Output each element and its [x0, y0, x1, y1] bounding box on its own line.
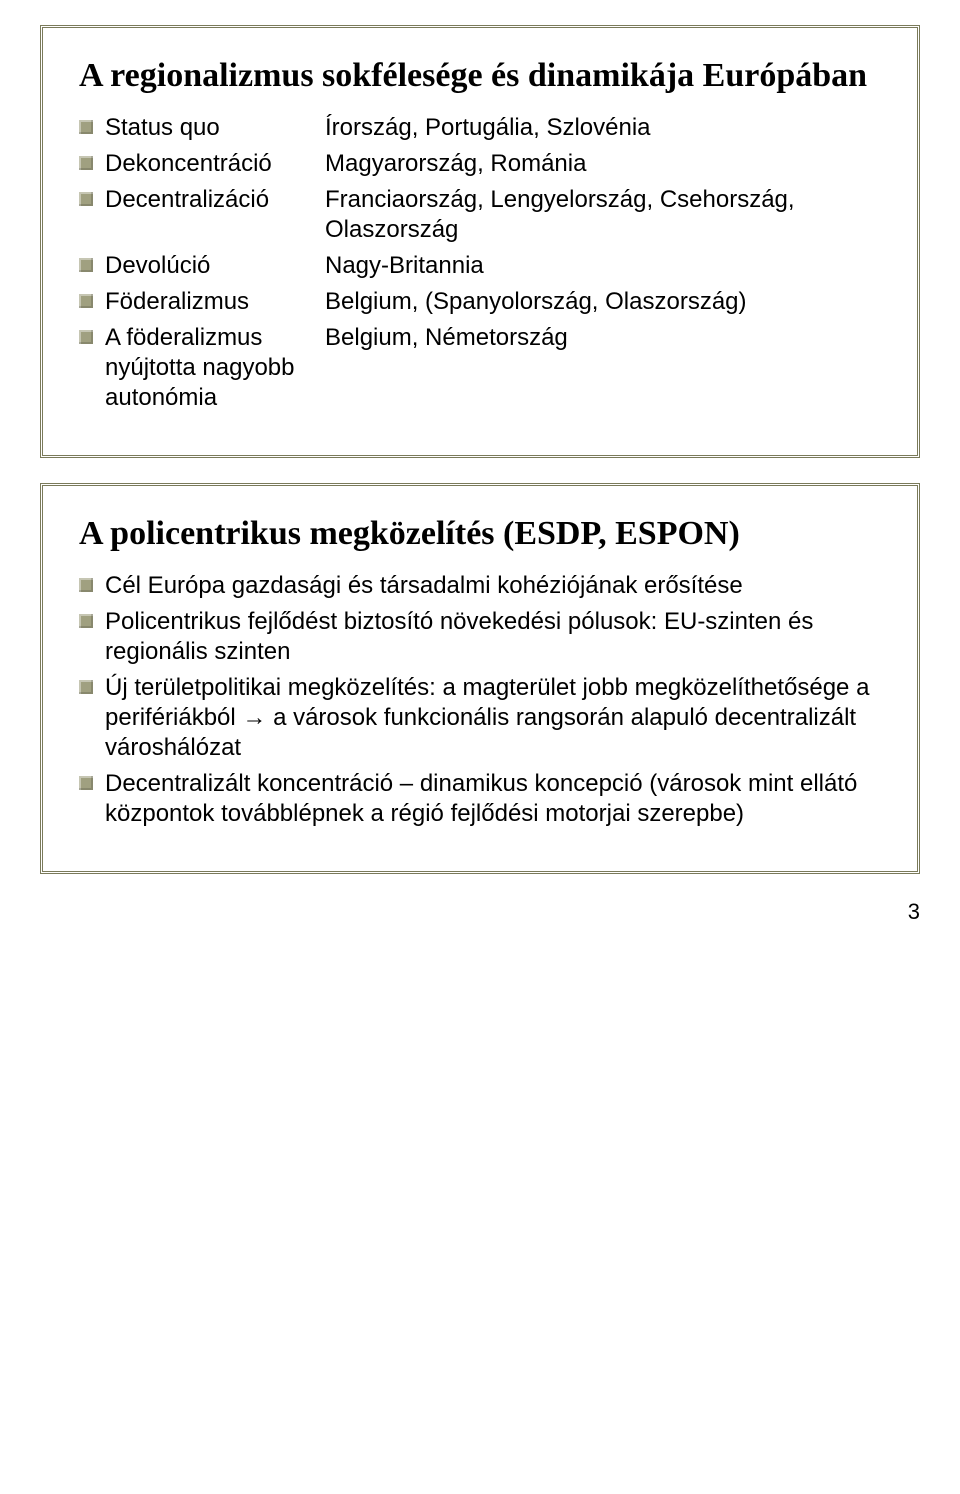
row-label: A föderalizmus nyújtotta nagyobb autonóm… [105, 323, 325, 413]
bullet-icon [79, 614, 93, 628]
list-item: Új területpolitikai megközelítés: a magt… [79, 673, 881, 763]
row-label: Status quo [105, 113, 325, 143]
bullet-icon [79, 192, 93, 206]
list-item: Cél Európa gazdasági és társadalmi kohéz… [79, 571, 881, 601]
list-item-text: Policentrikus fejlődést biztosító növeke… [105, 607, 881, 667]
table-row: Dekoncentráció Magyarország, Románia [79, 149, 881, 179]
row-value: Magyarország, Románia [325, 149, 881, 179]
bullet-icon [79, 330, 93, 344]
bullet-icon [79, 294, 93, 308]
page-number: 3 [0, 899, 920, 925]
slide-2-title: A policentrikus megközelítés (ESDP, ESPO… [79, 514, 881, 553]
table-row: Decentralizáció Franciaország, Lengyelor… [79, 185, 881, 245]
bullet-icon [79, 776, 93, 790]
row-value: Nagy-Britannia [325, 251, 881, 281]
list-item: Policentrikus fejlődést biztosító növeke… [79, 607, 881, 667]
row-label: Decentralizáció [105, 185, 325, 215]
table-row: Status quo Írország, Portugália, Szlovén… [79, 113, 881, 143]
table-row: Devolúció Nagy-Britannia [79, 251, 881, 281]
row-label: Dekoncentráció [105, 149, 325, 179]
bullet-icon [79, 258, 93, 272]
table-row: Föderalizmus Belgium, (Spanyolország, Ol… [79, 287, 881, 317]
slide-1: A regionalizmus sokfélesége és dinamikáj… [40, 25, 920, 458]
slide-2: A policentrikus megközelítés (ESDP, ESPO… [40, 483, 920, 874]
bullet-icon [79, 578, 93, 592]
list-item-text: Decentralizált koncentráció – dinamikus … [105, 769, 881, 829]
row-label: Devolúció [105, 251, 325, 281]
row-value: Franciaország, Lengyelország, Csehország… [325, 185, 881, 245]
list-item-text: Cél Európa gazdasági és társadalmi kohéz… [105, 571, 881, 601]
list-item-text: Új területpolitikai megközelítés: a magt… [105, 673, 881, 763]
list-item: Decentralizált koncentráció – dinamikus … [79, 769, 881, 829]
bullet-icon [79, 680, 93, 694]
table-row: A föderalizmus nyújtotta nagyobb autonóm… [79, 323, 881, 413]
row-value: Írország, Portugália, Szlovénia [325, 113, 881, 143]
row-label: Föderalizmus [105, 287, 325, 317]
row-value: Belgium, Németország [325, 323, 881, 353]
bullet-icon [79, 156, 93, 170]
slide-1-title: A regionalizmus sokfélesége és dinamikáj… [79, 56, 881, 95]
row-value: Belgium, (Spanyolország, Olaszország) [325, 287, 881, 317]
bullet-icon [79, 120, 93, 134]
